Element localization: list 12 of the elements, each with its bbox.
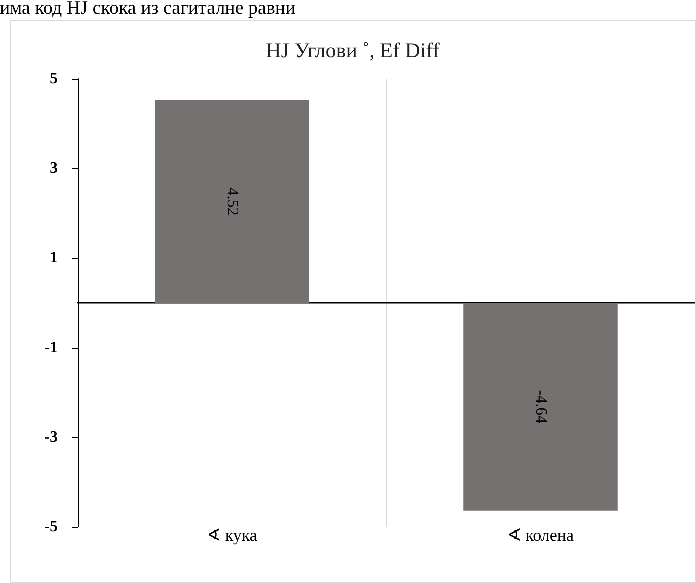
- data-label: 4.52: [224, 188, 241, 216]
- x-tick-label: ∢ кука: [207, 526, 258, 545]
- y-tick-label: 5: [50, 70, 58, 88]
- y-tick-label: -5: [44, 518, 58, 536]
- x-tick-label: ∢ колена: [507, 526, 574, 545]
- chart-title: HJ Углови ˚, Ef Diff: [266, 38, 440, 62]
- y-tick-label: -1: [44, 339, 58, 356]
- text: има код HJ скока из сагиталне равни: [0, 0, 296, 20]
- y-tick-label: 1: [50, 250, 58, 267]
- data-label: -4.64: [532, 390, 550, 424]
- y-tick-label: -3: [44, 428, 58, 446]
- y-tick-label: 3: [50, 160, 58, 178]
